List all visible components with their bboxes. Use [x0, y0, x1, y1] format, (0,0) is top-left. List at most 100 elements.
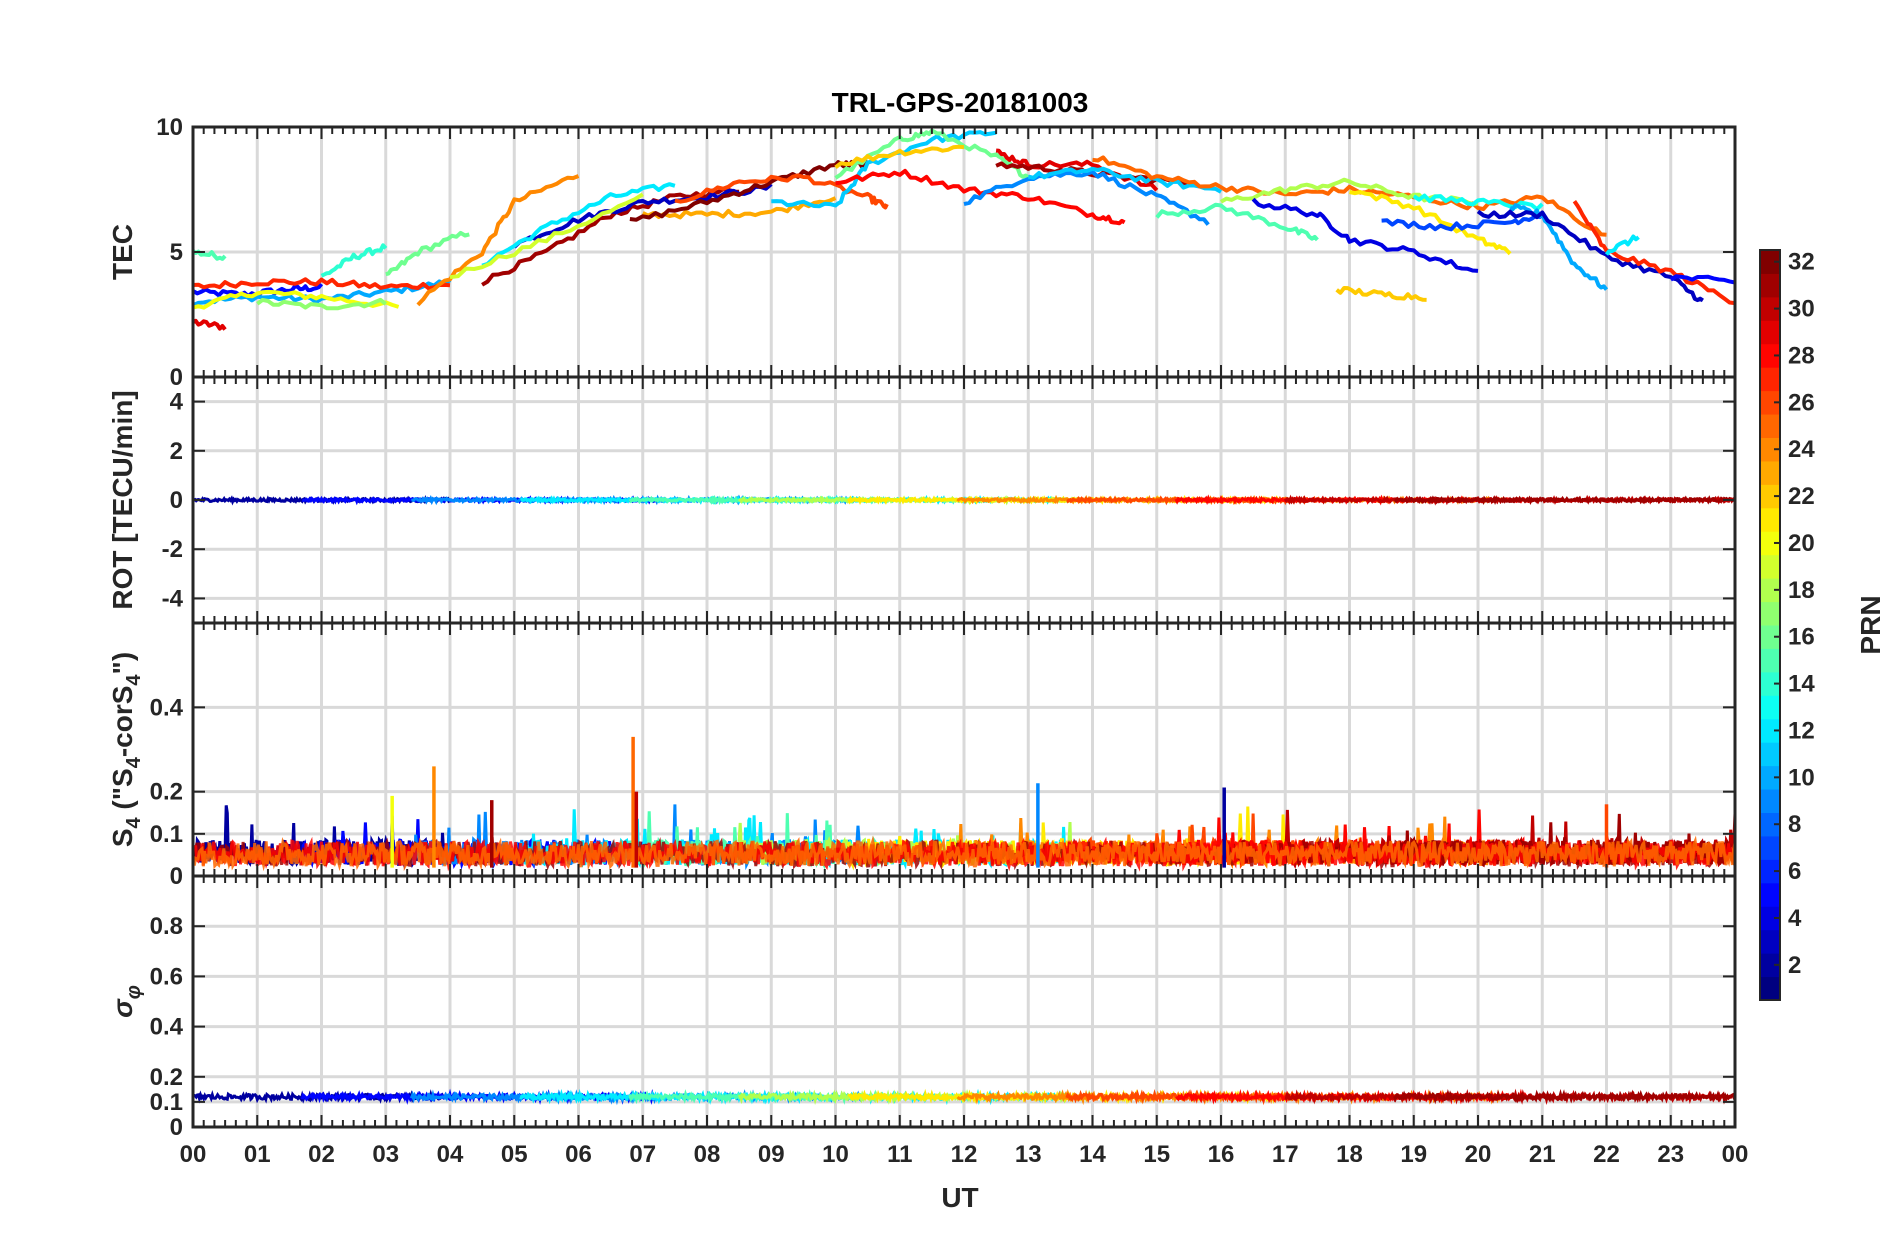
series-group-rot [193, 494, 1735, 506]
colorbar-tick-label: 12 [1788, 717, 1815, 744]
tec-series-prn-17 [256, 297, 388, 311]
x-tick-label: 18 [1336, 1141, 1363, 1168]
tec-series-prn-16 [385, 230, 470, 277]
rot-series-prn-31 [1394, 495, 1735, 506]
panel-s4: 0 0.1 0.2 0.4S4​ ("S4​-corS4​") [107, 621, 1737, 890]
colorbar-tick-label: 28 [1788, 342, 1815, 369]
y-tick-label: 0.1 [150, 1089, 183, 1116]
colorbar-tick-label: 6 [1788, 858, 1801, 885]
colorbar-tick-label: 16 [1788, 624, 1815, 651]
tec-series-prn-9 [963, 169, 1210, 226]
x-tick-label: 04 [437, 1141, 464, 1168]
x-tick-label: 11 [887, 1141, 912, 1168]
colorbar-tick-label: 24 [1788, 436, 1815, 463]
y-tick-label: 0 [170, 863, 183, 890]
colorbar-band [1760, 437, 1780, 462]
colorbar-band [1760, 296, 1780, 321]
colorbar-band [1760, 929, 1780, 954]
colorbar-band [1760, 531, 1780, 556]
series-group-s4 [193, 736, 1735, 872]
x-tick-label: 08 [694, 1141, 721, 1168]
y-tick-label: 0.2 [150, 1064, 183, 1091]
x-tick-label: 02 [308, 1141, 335, 1168]
x-tick-labels: 00 01 02 03 04 05 06 07 08 09 10 11 12 13 14 15 16 17 18 19… [180, 1141, 1749, 1168]
x-tick-label: 05 [501, 1141, 528, 1168]
chart-title: TRL-GPS-20181003 [832, 87, 1089, 118]
colorbar-tick-label: 14 [1788, 671, 1815, 698]
colorbar-band [1760, 367, 1780, 392]
s4-series-dense-prn-28 [193, 835, 1735, 872]
x-tick-label: 14 [1079, 1141, 1106, 1168]
colorbar-tick-label: 2 [1788, 952, 1801, 979]
colorbar-tick-label: 10 [1788, 764, 1815, 791]
tec-series-prn-5 [1669, 274, 1735, 285]
x-tick-label: 01 [244, 1141, 271, 1168]
x-tick-label: 20 [1465, 1141, 1492, 1168]
colorbar-tick-label: 8 [1788, 811, 1801, 838]
colorbar-tick-label: 30 [1788, 296, 1815, 323]
y-tick-label: 0.4 [150, 694, 184, 721]
y-tick-label: 0.6 [150, 963, 183, 990]
y-axis-label-sigma: σφ [107, 985, 145, 1018]
y-tick-label: 0.4 [150, 1014, 184, 1041]
x-tick-label: 00 [1722, 1141, 1749, 1168]
colorbar-band [1760, 578, 1780, 603]
colorbar-band [1760, 812, 1780, 837]
tec-series-prn-23 [641, 196, 837, 220]
x-tick-label: 07 [629, 1141, 656, 1168]
colorbar-band [1760, 742, 1780, 767]
y-tick-label: 0.2 [150, 779, 183, 806]
tec-series-prn-12 [481, 182, 676, 268]
y-tick-label: 0.8 [150, 913, 183, 940]
tec-series-prn-22 [1335, 286, 1427, 302]
colorbar-band [1760, 695, 1780, 720]
colorbar-band [1760, 273, 1780, 298]
colorbar-label: PRN [1855, 595, 1886, 654]
y-tick-label: 10 [156, 114, 183, 141]
colorbar-band [1760, 765, 1780, 790]
panel-sigma: 00.10.2 0.4 0.6 0.8 σφ [107, 874, 1737, 1141]
colorbar-band [1760, 953, 1780, 978]
panel-tec: 0 5 10 TEC [107, 114, 1737, 391]
y-axis-label-rot: ROT [TECU/min] [107, 390, 138, 609]
tec-series-prn-25 [1092, 155, 1607, 237]
y-tick-label: 0 [170, 487, 183, 514]
y-tick-label: 0 [170, 364, 183, 391]
x-tick-label: 13 [1015, 1141, 1042, 1168]
y-tick-label: 5 [170, 239, 183, 266]
colorbar-band [1760, 906, 1780, 931]
sigma-series-prn-31 [1393, 1088, 1735, 1105]
tec-series-prn-32 [629, 159, 869, 222]
y-axis-label-tec: TEC [107, 224, 138, 280]
tec-series-prn-31 [481, 187, 740, 287]
x-tick-label: 03 [372, 1141, 399, 1168]
tec-series-prn-13 [1412, 193, 1544, 212]
tec-series-prn-11 [771, 130, 997, 209]
x-tick-label: 16 [1208, 1141, 1235, 1168]
tec-series-prn-14 [320, 243, 388, 278]
colorbar-band [1760, 414, 1780, 438]
colorbar-band [1760, 625, 1780, 649]
colorbar-band [1760, 671, 1780, 696]
colorbar-band [1760, 484, 1780, 509]
s4-series-dense-prn-25 [193, 835, 1735, 872]
tec-series-prn-26 [674, 173, 889, 210]
x-axis-label: UT [941, 1182, 978, 1213]
colorbar-band [1760, 343, 1780, 368]
tec-series-prn-7 [1381, 213, 1544, 232]
x-tick-label: 12 [951, 1141, 978, 1168]
tec-series-prn-4 [1251, 197, 1479, 273]
x-tick-label: 10 [822, 1141, 849, 1168]
colorbar-tick-label: 18 [1788, 577, 1815, 604]
panel-rot: -4 -2 0 2 4 ROT [TECU/min] [107, 375, 1737, 625]
tec-series-prn-21 [1349, 190, 1512, 256]
tec-series-prn-3 [512, 182, 773, 249]
tec-series-prn-12 [1604, 234, 1640, 256]
colorbar-band [1760, 460, 1780, 485]
x-tick-label: 15 [1143, 1141, 1170, 1168]
tec-series-prn-24 [416, 174, 580, 307]
colorbar-tick-label: 22 [1788, 483, 1815, 510]
colorbar-band [1760, 976, 1780, 1001]
